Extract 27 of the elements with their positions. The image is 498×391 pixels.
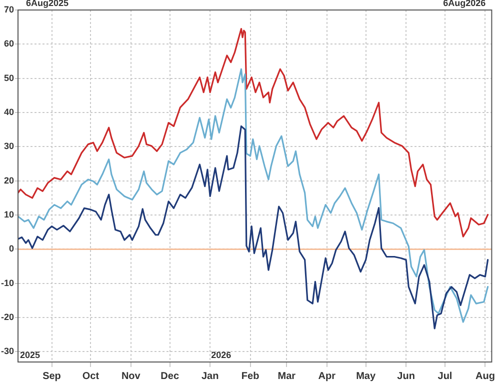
y-tick-label: 60: [4, 38, 14, 49]
x-tick-label: Jul: [438, 370, 452, 382]
y-tick-label: -20: [0, 312, 14, 322]
y-tick-label: 50: [4, 72, 14, 83]
x-tick-label: Mar: [278, 370, 296, 382]
x-tick-label: Feb: [241, 370, 260, 382]
y-tick-label: -10: [0, 278, 14, 288]
text: 6Aug2026: [443, 0, 486, 8]
text: 6Aug2025: [26, 0, 69, 8]
y-tick-label: 40: [4, 107, 14, 118]
x-tick-label: May: [356, 370, 376, 382]
y-tick-label: 30: [4, 141, 14, 152]
x-tick-label: Apr: [318, 370, 336, 382]
y-tick-label: 10: [4, 210, 14, 220]
x-tick-label: Nov: [121, 370, 141, 382]
annotation: 2025: [20, 350, 40, 360]
y-tick-label: -30: [0, 346, 14, 356]
x-tick-label: Oct: [82, 370, 100, 382]
x-tick-label: Aug: [475, 370, 495, 382]
y-tick-label: 20: [4, 175, 14, 186]
y-tick-label: 0: [8, 244, 14, 254]
x-tick-label: Jan: [201, 370, 219, 382]
x-tick-label: Dec: [160, 370, 180, 382]
x-tick-label: Jun: [397, 370, 415, 382]
annotation: 2026: [211, 350, 232, 360]
x-tick-label: Sep: [42, 370, 61, 382]
y-tick-label: 70: [4, 4, 14, 14]
